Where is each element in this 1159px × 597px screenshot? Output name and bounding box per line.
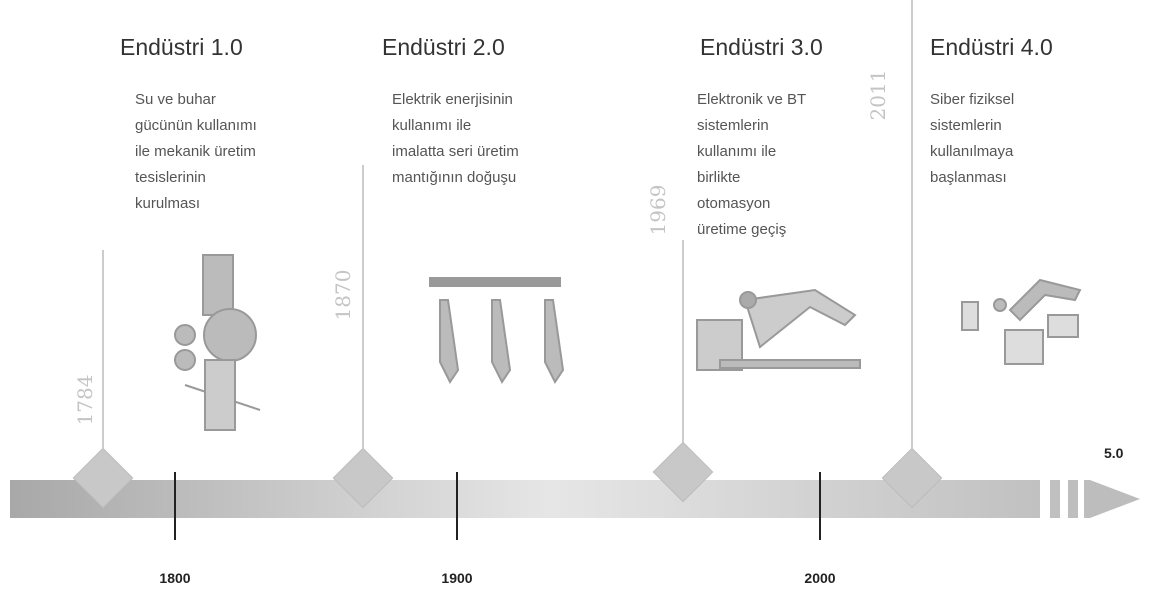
era-description: sistemlerin	[930, 117, 1002, 134]
era-diamond	[652, 441, 714, 503]
era-description: mantığının doğuşu	[392, 169, 516, 186]
era-description: sistemlerin	[697, 117, 769, 134]
era-title: Endüstri 2.0	[382, 34, 505, 60]
timeline-bar	[10, 480, 1140, 518]
era-description: kullanımı ile	[392, 117, 471, 134]
era-title: Endüstri 1.0	[120, 34, 243, 60]
axis-label: 2000	[804, 570, 835, 586]
era-description: kurulması	[135, 195, 200, 212]
era-description: Siber fiziksel	[930, 91, 1014, 108]
era-diamond	[72, 447, 134, 509]
era-description: tesislerinin	[135, 169, 206, 186]
era-year: 2011	[866, 70, 890, 121]
era-year: 1784	[73, 375, 97, 426]
era-description: birlikte	[697, 169, 740, 186]
era-description: kullanılmaya	[930, 143, 1014, 160]
era-description: kullanımı ile	[697, 143, 776, 160]
era-description: otomasyon	[697, 195, 770, 212]
steam-machine-icon	[174, 254, 261, 431]
era-description: Elektrik enerjisinin	[392, 91, 513, 108]
era-diamond	[881, 447, 943, 509]
era-title: Endüstri 4.0	[930, 34, 1053, 60]
era-description: üretime geçiş	[697, 221, 786, 238]
robot-arm-icon	[696, 288, 861, 371]
era-description: ile mekanik üretim	[135, 143, 256, 160]
next-era-label: 5.0	[1104, 445, 1124, 461]
era-year: 1870	[331, 270, 355, 321]
era-description: Elektronik ve BT	[697, 91, 806, 108]
axis-label: 1800	[159, 570, 190, 586]
era-description: Su ve buhar	[135, 91, 216, 108]
era-description: başlanması	[930, 169, 1007, 186]
era-description: imalatta seri üretim	[392, 143, 519, 160]
era-diamond	[332, 447, 394, 509]
cyber-physical-icon	[961, 278, 1082, 365]
assembly-line-icon	[429, 277, 565, 384]
era-title: Endüstri 3.0	[700, 34, 823, 60]
axis-label: 1900	[441, 570, 472, 586]
era-year: 1969	[646, 185, 670, 236]
era-description: gücünün kullanımı	[135, 117, 257, 134]
